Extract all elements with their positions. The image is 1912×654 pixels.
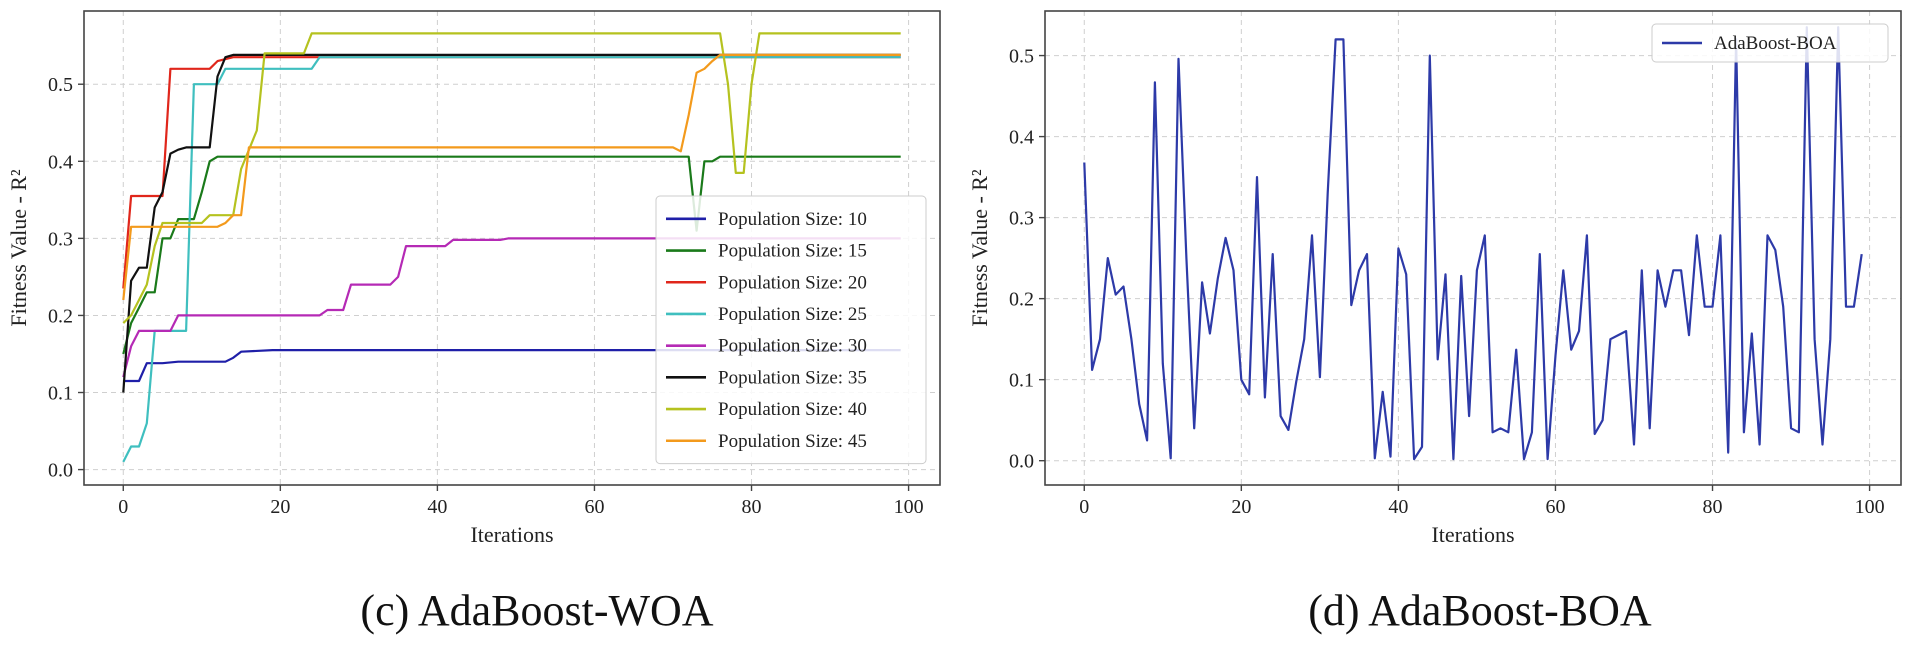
legend-label-6: Population Size: 40 [718,399,867,420]
y-axis-label: Fitness Value - R² [6,169,31,327]
x-tick-label: 80 [742,496,762,518]
series-line-4 [122,237,901,378]
y-tick-label: 0.2 [48,305,73,327]
x-tick-label: 20 [270,496,290,518]
y-tick-label: 0.4 [1009,127,1034,149]
y-tick-label: 0.3 [48,228,73,250]
y-tick-label: 0.1 [1009,370,1034,392]
chart-woa: 0 20 40 60 80 100 0.0 0.1 0.2 0.3 0.4 0.5 Iterations… [6,10,941,635]
y-tick-label: 0.2 [1009,289,1034,311]
legend-label-4: Population Size: 30 [718,336,867,357]
y-tick-label: 0.5 [48,74,73,96]
series-group [1083,26,1863,461]
legend: Population Size: 10 Population Size: 15 Po… [655,195,927,465]
x-tick-label: 40 [427,496,447,518]
x-tick-label: 60 [1545,496,1565,518]
legend-label-3: Population Size: 25 [718,304,867,325]
legend-box [655,195,927,465]
x-tick-label: 100 [894,496,924,518]
series-line-6 [122,32,901,324]
plot-frame [83,10,941,486]
series-line-5 [122,53,901,393]
x-axis-label: Iterations [1431,522,1514,547]
chart-boa: 0 20 40 60 80 100 0.0 0.1 0.2 0.3 0.4 0.5 Iterations… [967,10,1902,635]
series-line-1 [122,155,901,355]
y-axis-label: Fitness Value - R² [967,169,992,327]
legend-box [1651,23,1889,63]
y-tick-label: 0.0 [48,460,73,482]
x-tick-label: 0 [1079,496,1089,518]
x-axis-label: Iterations [470,522,553,547]
series-line-3 [122,56,901,463]
x-tick-label: 0 [118,496,128,518]
y-tick-label: 0.0 [1009,451,1034,473]
plot-frame [1044,10,1902,486]
y-tick-label: 0.5 [1009,46,1034,68]
series-line-0 [1083,26,1863,461]
legend-label-0: AdaBoost-BOA [1714,33,1837,54]
legend: AdaBoost-BOA [1651,23,1889,63]
legend-label-0: Population Size: 10 [718,209,867,230]
x-tick-label: 100 [1855,496,1885,518]
legend-label-5: Population Size: 35 [718,367,867,388]
legend-label-1: Population Size: 15 [718,241,867,262]
series-group [122,32,901,463]
x-tick-label: 40 [1388,496,1408,518]
series-line-2 [122,56,901,289]
legend-label-2: Population Size: 20 [718,272,867,293]
x-tick-label: 60 [584,496,604,518]
y-tick-label: 0.1 [48,383,73,405]
x-tick-label: 20 [1231,496,1251,518]
chart-caption: (c) AdaBoost-WOA [360,586,713,635]
legend-label-7: Population Size: 45 [718,431,867,452]
chart-caption: (d) AdaBoost-BOA [1308,586,1652,635]
y-tick-label: 0.4 [48,151,73,173]
series-line-7 [122,53,901,301]
x-tick-label: 80 [1703,496,1723,518]
y-tick-label: 0.3 [1009,208,1034,230]
